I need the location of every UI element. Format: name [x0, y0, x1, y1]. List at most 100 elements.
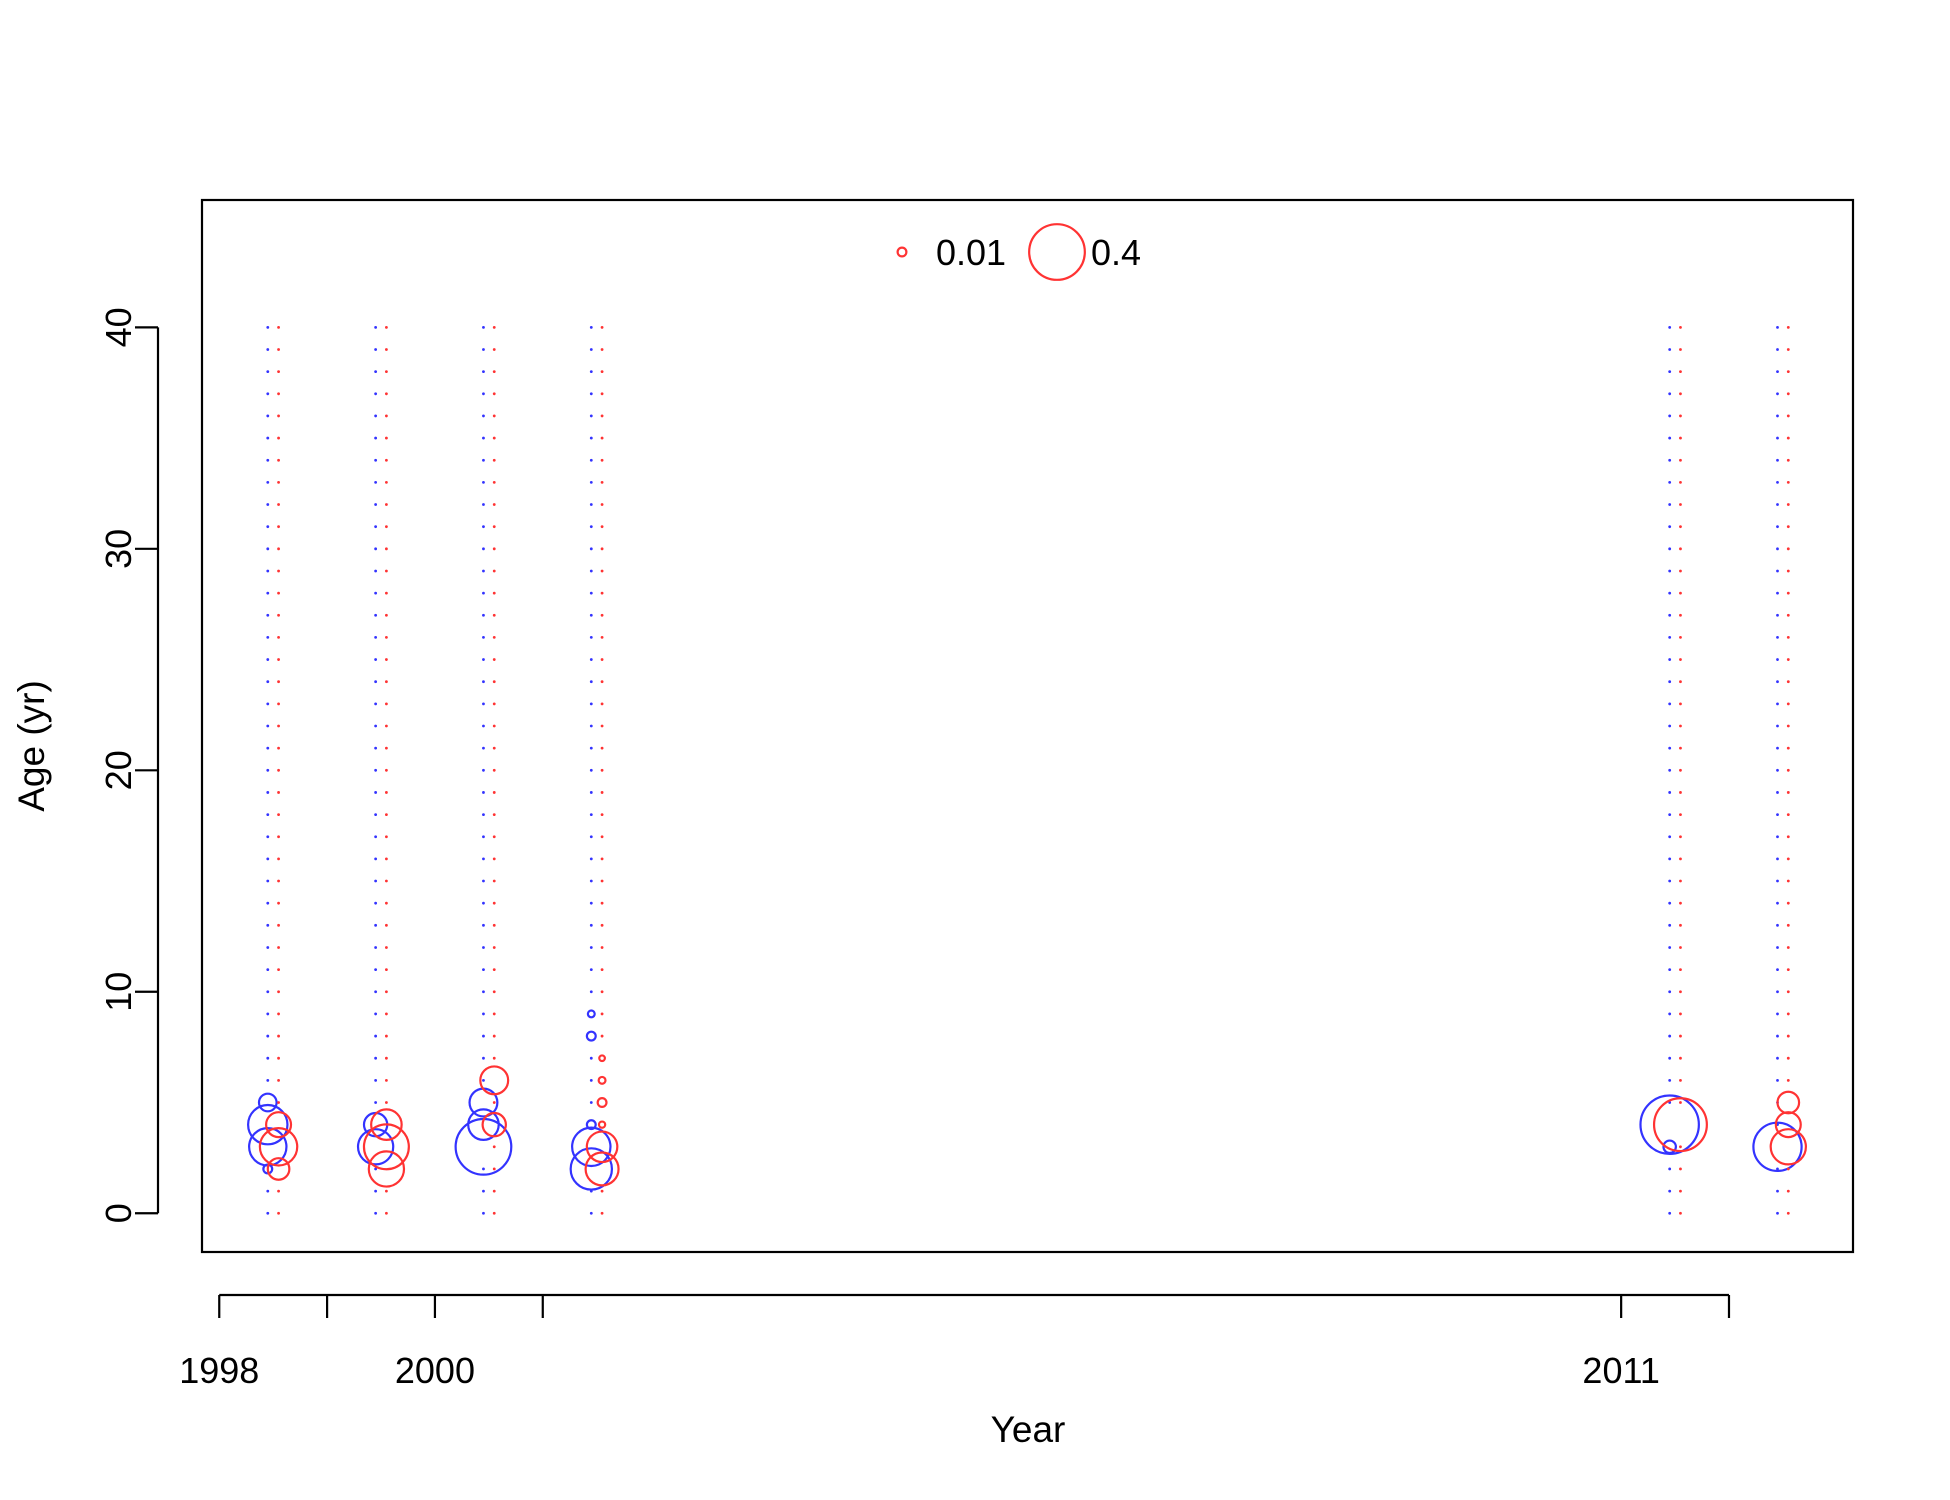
- zero-dot: [277, 1211, 280, 1215]
- zero-dot: [277, 879, 280, 883]
- zero-dot: [1668, 1056, 1672, 1060]
- zero-dot: [266, 1189, 270, 1193]
- bubble: [585, 1119, 597, 1131]
- zero-dot: [600, 569, 604, 573]
- zero-dot: [1786, 813, 1790, 816]
- zero-dot: [1679, 1078, 1682, 1082]
- bubble: [585, 1130, 619, 1164]
- zero-dot: [600, 702, 604, 706]
- zero-dot: [374, 547, 378, 551]
- zero-dot: [1776, 1167, 1779, 1171]
- zero-dot: [492, 547, 496, 551]
- zero-dot: [1776, 370, 1779, 374]
- bubble: [597, 1075, 607, 1085]
- zero-dot: [600, 658, 604, 661]
- zero-dot: [1776, 813, 1779, 816]
- zero-dot: [266, 946, 270, 949]
- zero-dot: [1786, 1211, 1790, 1215]
- zero-dot: [1668, 569, 1672, 573]
- zero-dot: [1679, 591, 1682, 595]
- zero-dot: [1776, 857, 1779, 861]
- zero-dot: [266, 857, 270, 861]
- zero-dot: [482, 392, 485, 396]
- zero-dot: [277, 525, 280, 529]
- zero-dot: [1668, 525, 1672, 529]
- zero-dot: [600, 1211, 604, 1215]
- zero-dot: [266, 613, 270, 617]
- zero-dot: [1786, 791, 1790, 794]
- zero-dot: [600, 414, 604, 418]
- zero-dot: [1786, 746, 1790, 750]
- zero-dot: [374, 480, 378, 484]
- zero-dot: [600, 480, 604, 484]
- zero-dot: [492, 1145, 496, 1149]
- zero-dot: [589, 503, 593, 506]
- zero-dot: [277, 636, 280, 639]
- zero-dot: [482, 348, 485, 351]
- zero-dot: [1776, 436, 1779, 440]
- zero-dot: [1786, 1012, 1790, 1016]
- zero-dot: [1679, 724, 1682, 728]
- zero-dot: [589, 547, 593, 551]
- zero-dot: [1679, 879, 1682, 883]
- zero-dot: [589, 746, 593, 750]
- zero-dot: [492, 901, 496, 905]
- zero-dot: [374, 613, 378, 617]
- zero-dot: [385, 591, 388, 595]
- zero-dot: [1679, 990, 1682, 994]
- zero-dot: [266, 879, 270, 883]
- bubble: [597, 1120, 607, 1129]
- zero-dot: [385, 768, 388, 772]
- zero-dot: [1679, 370, 1682, 374]
- zero-dot: [589, 990, 593, 994]
- plot-frame: [200, 198, 1855, 1254]
- zero-dot: [385, 480, 388, 484]
- zero-dot: [374, 946, 378, 949]
- zero-dot: [385, 547, 388, 551]
- zero-dot: [600, 348, 604, 351]
- zero-dot: [492, 370, 496, 374]
- zero-dot: [1786, 392, 1790, 396]
- bubble: [479, 1065, 510, 1096]
- zero-dot: [385, 613, 388, 617]
- zero-dot: [589, 436, 593, 440]
- zero-dot: [1668, 680, 1672, 684]
- zero-dot: [1668, 547, 1672, 551]
- zero-dot: [1668, 946, 1672, 949]
- zero-dot: [266, 990, 270, 994]
- zero-dot: [600, 968, 604, 972]
- zero-dot: [1786, 768, 1790, 772]
- zero-dot: [266, 1012, 270, 1016]
- zero-dot: [1776, 835, 1779, 839]
- zero-dot: [277, 724, 280, 728]
- zero-dot: [1786, 857, 1790, 861]
- zero-dot: [374, 1078, 378, 1082]
- zero-dot: [589, 414, 593, 418]
- y-tick-label: 0: [98, 1203, 139, 1223]
- zero-dot: [1776, 525, 1779, 529]
- zero-dot: [266, 370, 270, 374]
- zero-dot: [266, 636, 270, 639]
- zero-dot: [385, 879, 388, 883]
- zero-dot: [589, 857, 593, 861]
- zero-dot: [589, 325, 593, 329]
- data-marks: [247, 325, 1807, 1215]
- zero-dot: [1668, 724, 1672, 728]
- zero-dot: [1776, 392, 1779, 396]
- zero-dot: [589, 348, 593, 351]
- zero-dot: [266, 436, 270, 440]
- zero-dot: [266, 547, 270, 551]
- zero-dot: [600, 879, 604, 883]
- zero-dot: [482, 702, 485, 706]
- zero-dot: [1786, 658, 1790, 661]
- x-axis: 1998 2000 2011: [179, 1293, 1731, 1391]
- legend: 0.01 0.4: [896, 223, 1141, 281]
- zero-dot: [1679, 503, 1682, 506]
- zero-dot: [1786, 835, 1790, 839]
- zero-dot: [1776, 879, 1779, 883]
- zero-dot: [1786, 1056, 1790, 1060]
- zero-dot: [589, 768, 593, 772]
- bubble: [265, 1111, 293, 1139]
- zero-dot: [374, 901, 378, 905]
